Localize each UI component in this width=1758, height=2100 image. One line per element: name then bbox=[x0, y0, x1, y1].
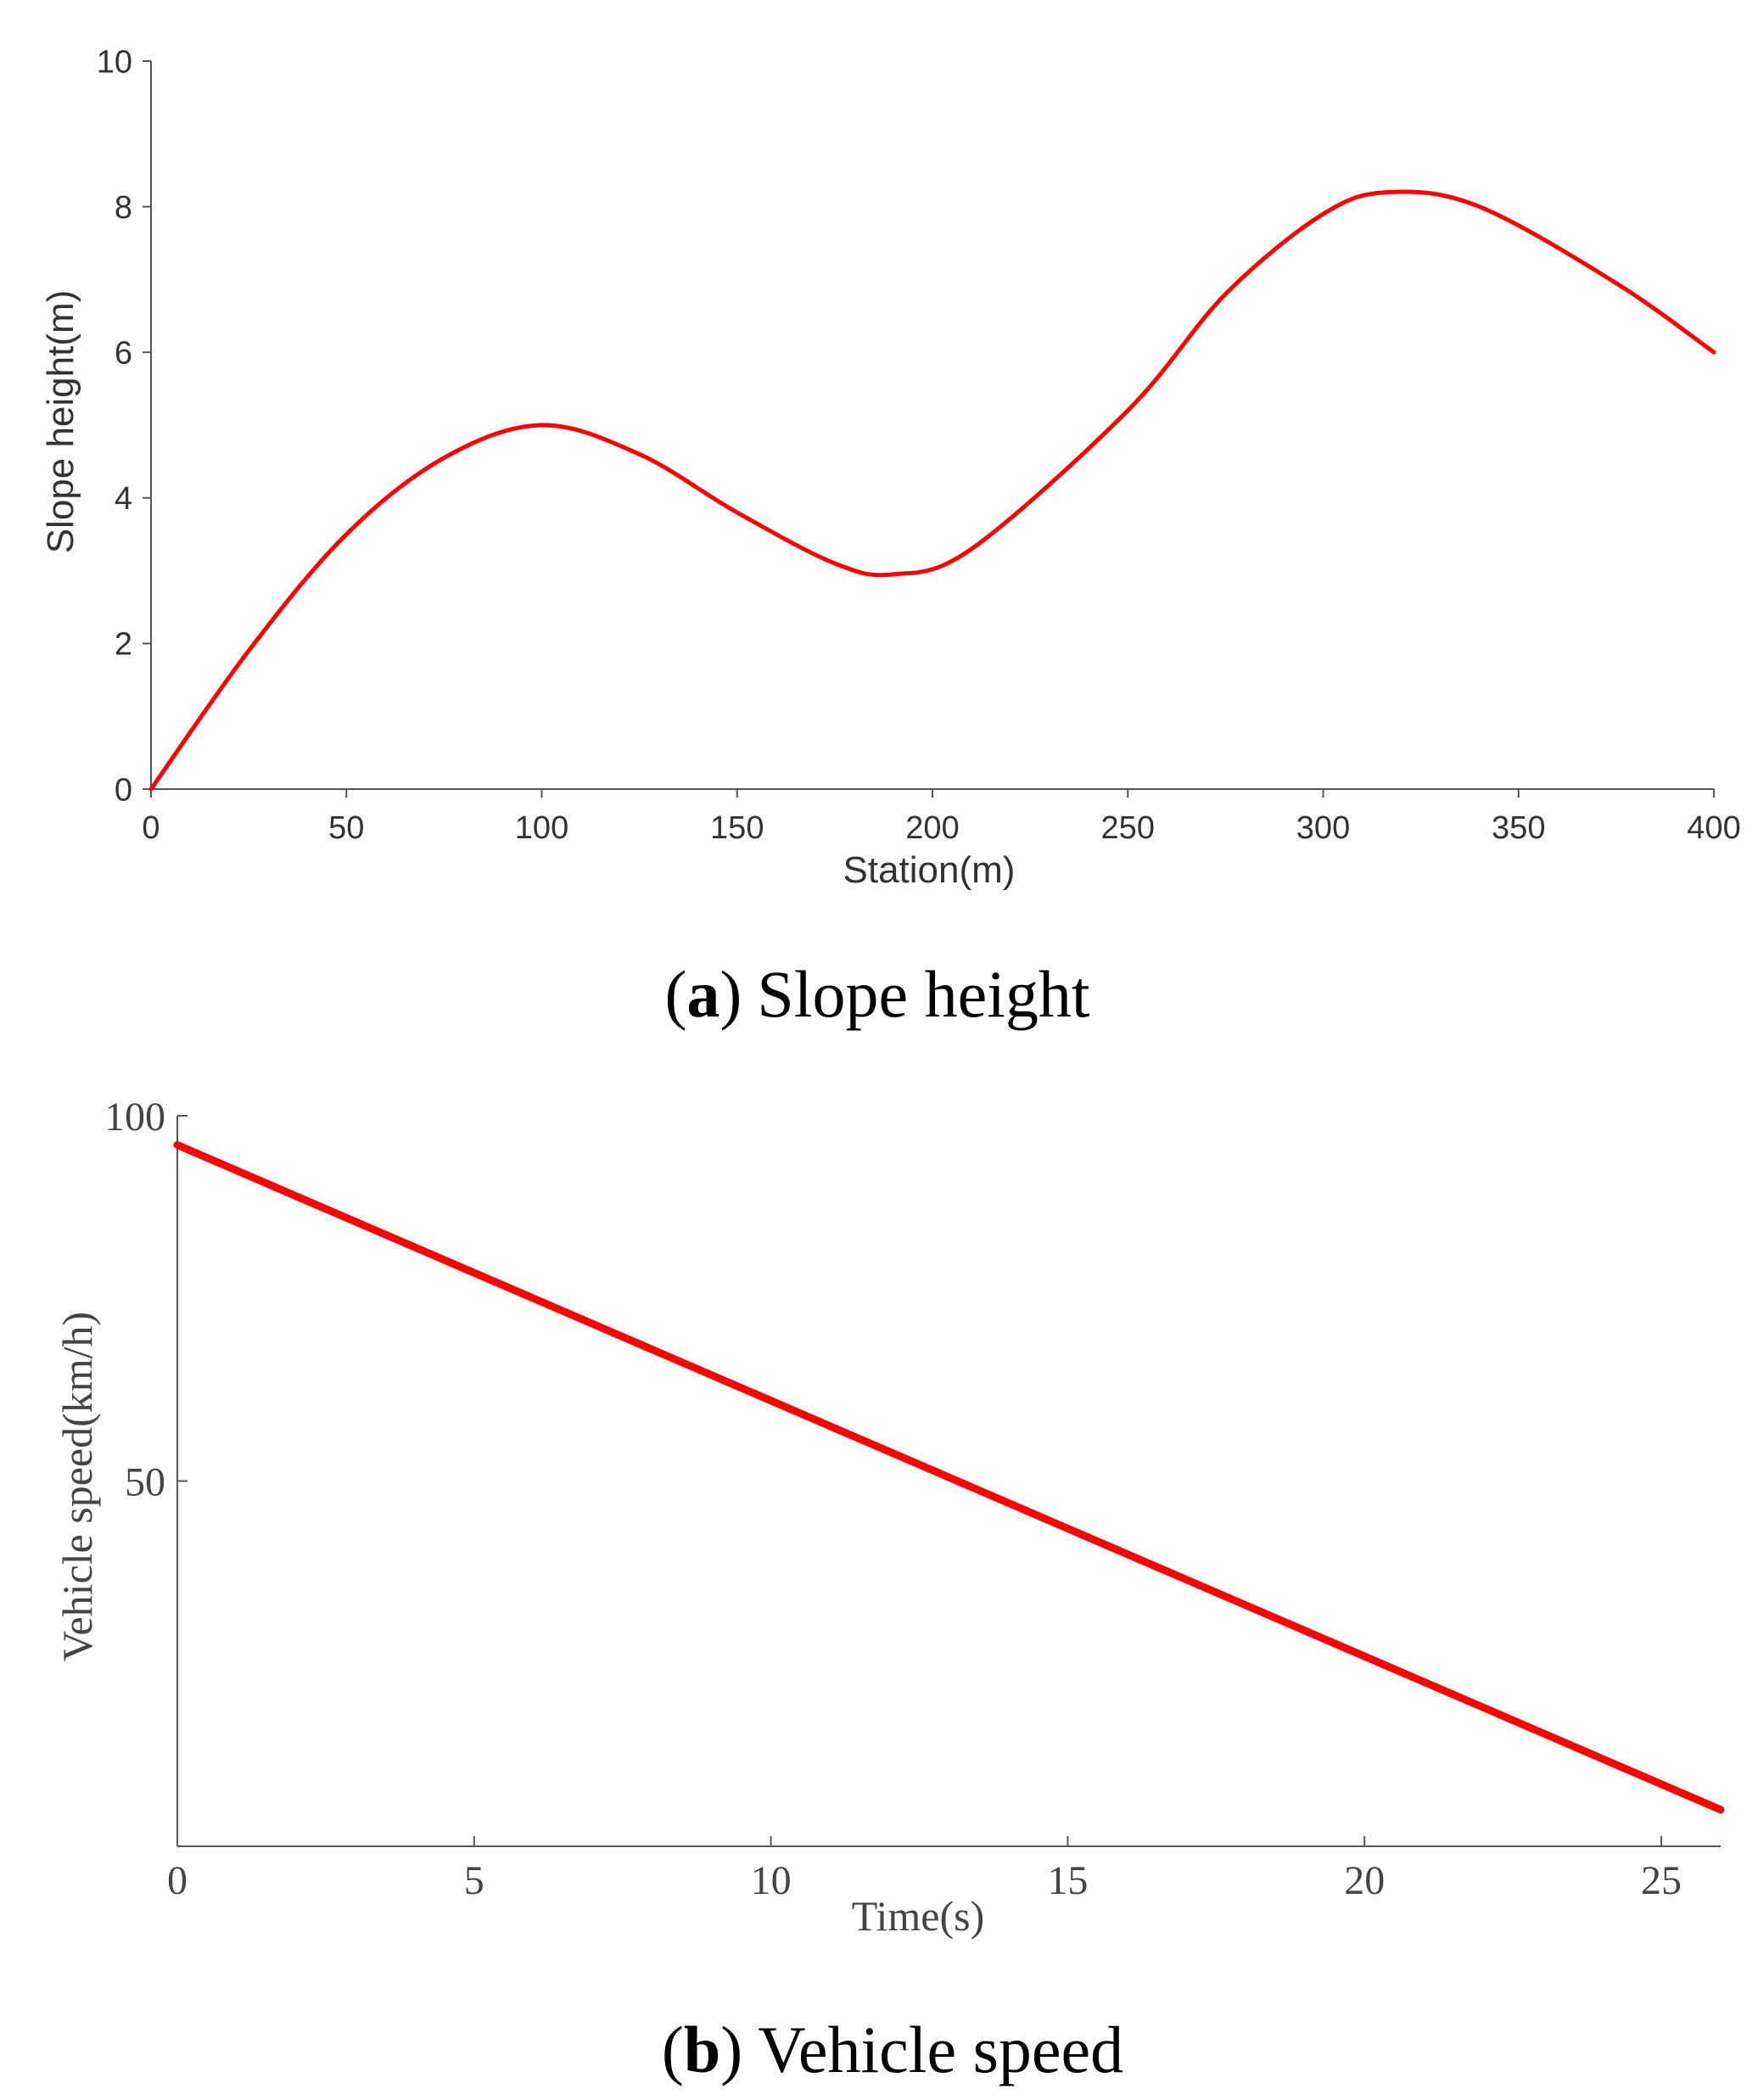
x-tick-label: 100 bbox=[515, 810, 568, 846]
series-b bbox=[173, 1140, 1725, 1814]
x-tick-label: 25 bbox=[1641, 1858, 1682, 1903]
y-tick-label: 6 bbox=[115, 336, 132, 372]
caption-b-text: Vehicle speed bbox=[758, 2013, 1123, 2086]
caption-b: (b) Vehicle speed bbox=[662, 2013, 1123, 2086]
x-tick-label: 0 bbox=[142, 810, 160, 846]
y-tick-label: 100 bbox=[104, 1095, 165, 1140]
x-axis-label-b: Time(s) bbox=[852, 1892, 985, 1940]
x-tick-label: 50 bbox=[328, 810, 364, 846]
x-tick-label: 250 bbox=[1101, 810, 1155, 846]
x-ticks-b: 0 5 10 15 20 25 bbox=[167, 1836, 1682, 1903]
x-tick-label: 400 bbox=[1687, 810, 1740, 846]
caption-a-open: ( bbox=[664, 957, 686, 1031]
x-tick-label: 20 bbox=[1344, 1858, 1385, 1903]
series-line-b bbox=[173, 1140, 1725, 1814]
panel-b-vehicle-speed: 0 5 10 15 20 25 50 100 Time(s) Vehicle speed(k… bbox=[53, 1095, 1725, 2086]
y-tick-label: 50 bbox=[125, 1459, 165, 1504]
x-axis-label-a: Station(m) bbox=[843, 849, 1016, 891]
caption-b-open: ( bbox=[662, 2013, 684, 2086]
caption-a-text: Slope height bbox=[757, 957, 1089, 1031]
series-line-a bbox=[148, 189, 1716, 792]
y-axis-label-b: Vehicle speed(km/h) bbox=[53, 1312, 101, 1661]
y-tick-label: 8 bbox=[115, 190, 132, 226]
y-tick-label: 0 bbox=[115, 772, 132, 808]
y-tick-label: 10 bbox=[97, 44, 132, 80]
series-a bbox=[148, 189, 1716, 792]
y-tick-label: 2 bbox=[115, 627, 132, 663]
axes-a bbox=[150, 61, 1714, 790]
x-tick-label: 15 bbox=[1047, 1858, 1088, 1903]
x-tick-label: 0 bbox=[167, 1858, 188, 1903]
panel-a-slope-height: 0 50 100 150 200 250 300 350 400 0 2 4 6 8 10 Station… bbox=[40, 44, 1741, 1031]
y-ticks-b: 50 100 bbox=[104, 1095, 188, 1504]
caption-a-close: ) bbox=[719, 957, 742, 1031]
x-tick-label: 10 bbox=[751, 1858, 792, 1903]
x-tick-label: 300 bbox=[1296, 810, 1350, 846]
caption-b-close: ) bbox=[720, 2013, 742, 2086]
x-tick-label: 150 bbox=[710, 810, 764, 846]
caption-b-letter: b bbox=[684, 2013, 720, 2086]
y-ticks-a: 0 2 4 6 8 10 bbox=[97, 44, 151, 808]
caption-a-letter: a bbox=[686, 957, 719, 1031]
x-tick-label: 350 bbox=[1492, 810, 1545, 846]
x-ticks-a: 0 50 100 150 200 250 300 350 400 bbox=[142, 789, 1741, 846]
y-axis-label-a: Slope height(m) bbox=[40, 290, 81, 554]
x-tick-label: 5 bbox=[464, 1858, 484, 1903]
y-tick-label: 4 bbox=[115, 481, 132, 517]
caption-a: (a) Slope height bbox=[664, 957, 1089, 1031]
x-tick-label: 200 bbox=[905, 810, 959, 846]
